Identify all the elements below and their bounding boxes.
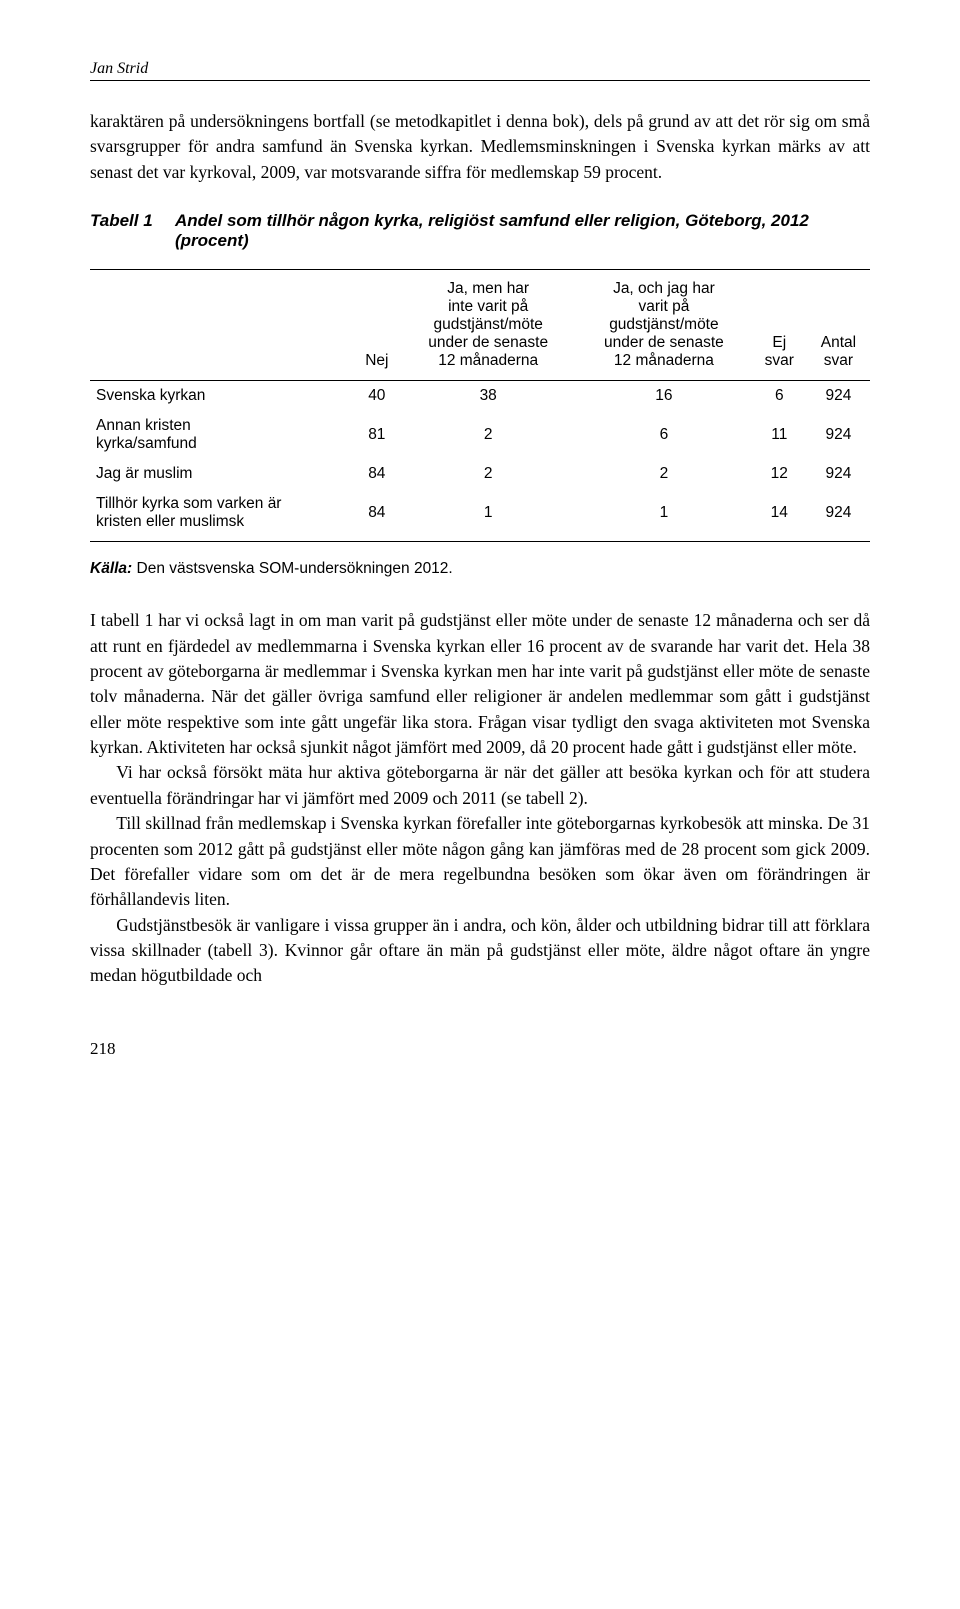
cell: 6	[576, 411, 752, 459]
col3-line4: under de senaste	[582, 334, 746, 352]
cell: 14	[752, 489, 807, 542]
col3-line1: Ja, och jag har	[582, 280, 746, 298]
row1-label-l2: kyrka/samfund	[96, 435, 347, 453]
col3-line2: varit på	[582, 298, 746, 316]
col-header-nej: Nej	[353, 270, 400, 381]
cell: 84	[353, 489, 400, 542]
source-label: Källa:	[90, 560, 132, 577]
col2-line3: gudstjänst/möte	[406, 316, 570, 334]
cell: 1	[400, 489, 576, 542]
cell: 2	[576, 459, 752, 489]
col2-line4: under de senaste	[406, 334, 570, 352]
cell: 924	[807, 381, 870, 412]
row-label: Annan kristen kyrka/samfund	[90, 411, 353, 459]
cell: 38	[400, 381, 576, 412]
cell: 924	[807, 459, 870, 489]
page-container: Jan Strid karaktären på undersökningens …	[0, 0, 960, 1119]
table-row: Tillhör kyrka som varken är kristen elle…	[90, 489, 870, 542]
cell: 16	[576, 381, 752, 412]
table-title-text: Andel som tillhör någon kyrka, religiöst…	[175, 211, 870, 251]
row-label: Jag är muslim	[90, 459, 353, 489]
table-row: Jag är muslim 84 2 2 12 924	[90, 459, 870, 489]
table-row: Svenska kyrkan 40 38 16 6 924	[90, 381, 870, 412]
col3-line3: gudstjänst/möte	[582, 316, 746, 334]
cell: 12	[752, 459, 807, 489]
cell: 2	[400, 459, 576, 489]
source-text: Den västsvenska SOM-undersökningen 2012.	[132, 560, 453, 577]
col-header-antal-svar: Antal svar	[807, 270, 870, 381]
cell: 81	[353, 411, 400, 459]
col4-line1: Ej	[758, 334, 801, 352]
table-header-row: Nej Ja, men har inte varit på gudstjänst…	[90, 270, 870, 381]
page-number: 218	[90, 1039, 870, 1059]
row1-label-l1: Annan kristen	[96, 417, 347, 435]
cell: 1	[576, 489, 752, 542]
paragraph-5: Gudstjänstbesök är vanligare i vissa gru…	[90, 913, 870, 989]
table-source: Källa: Den västsvenska SOM-undersökninge…	[90, 560, 870, 578]
cell: 2	[400, 411, 576, 459]
col-header-ej-svar: Ej svar	[752, 270, 807, 381]
col2-line2: inte varit på	[406, 298, 570, 316]
cell: 40	[353, 381, 400, 412]
paragraph-3: Vi har också försökt mäta hur aktiva göt…	[90, 760, 870, 811]
paragraph-4: Till skillnad från medlemskap i Svenska …	[90, 811, 870, 913]
header-rule	[90, 80, 870, 81]
col2-line1: Ja, men har	[406, 280, 570, 298]
cell: 924	[807, 411, 870, 459]
table-row: Annan kristen kyrka/samfund 81 2 6 11 92…	[90, 411, 870, 459]
cell: 6	[752, 381, 807, 412]
row0-label-l1: Svenska kyrkan	[96, 387, 347, 405]
col3-line5: 12 månaderna	[582, 352, 746, 370]
cell: 924	[807, 489, 870, 542]
col-header-ja-inte: Ja, men har inte varit på gudstjänst/möt…	[400, 270, 576, 381]
table-number: Tabell 1	[90, 211, 175, 231]
col2-line5: 12 månaderna	[406, 352, 570, 370]
cell: 11	[752, 411, 807, 459]
table-1: Nej Ja, men har inte varit på gudstjänst…	[90, 269, 870, 542]
table-1-title: Tabell 1 Andel som tillhör någon kyrka, …	[90, 211, 870, 251]
col-header-ja-och: Ja, och jag har varit på gudstjänst/möte…	[576, 270, 752, 381]
col4-line2: svar	[758, 352, 801, 370]
paragraph-2: I tabell 1 har vi också lagt in om man v…	[90, 608, 870, 760]
paragraph-1: karaktären på undersökningens bortfall (…	[90, 109, 870, 185]
col5-line2: svar	[813, 352, 864, 370]
col5-line1: Antal	[813, 334, 864, 352]
row2-label-l1: Jag är muslim	[96, 465, 347, 483]
running-head: Jan Strid	[90, 60, 870, 78]
row-label: Tillhör kyrka som varken är kristen elle…	[90, 489, 353, 542]
row3-label-l2: kristen eller muslimsk	[96, 513, 347, 531]
row-label: Svenska kyrkan	[90, 381, 353, 412]
col-header-empty	[90, 270, 353, 381]
paragraph-block: I tabell 1 har vi också lagt in om man v…	[90, 608, 870, 989]
row3-label-l1: Tillhör kyrka som varken är	[96, 495, 347, 513]
cell: 84	[353, 459, 400, 489]
